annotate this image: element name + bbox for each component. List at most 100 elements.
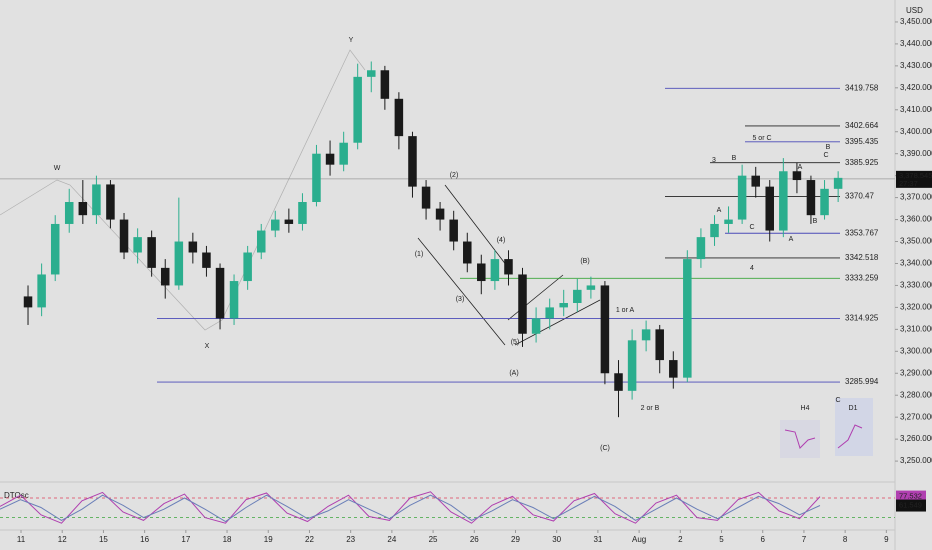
wave-label: (2): [450, 172, 459, 179]
wave-label: A: [798, 164, 803, 171]
oscillator-name: DTOsc: [4, 491, 29, 500]
x-tick-label: 9: [884, 535, 889, 544]
candle-body: [627, 340, 637, 391]
candle-body: [696, 237, 706, 260]
candle-body: [78, 202, 88, 216]
wave-label: 4: [750, 265, 754, 272]
osc-line: [0, 494, 821, 523]
candle-body: [641, 329, 651, 341]
wave-label: C: [749, 224, 754, 231]
osc-line: [0, 491, 821, 524]
x-tick-label: 5: [719, 535, 724, 544]
candle-body: [50, 223, 60, 275]
candle-body: [147, 237, 156, 268]
candle-body: [256, 230, 266, 253]
candle-body: [833, 177, 843, 189]
candle-body: [559, 303, 568, 308]
candle-body: [215, 267, 225, 319]
x-tick-label: 23: [346, 535, 355, 544]
x-tick-label: 16: [140, 535, 149, 544]
wave-label: C: [823, 152, 828, 159]
candle-body: [353, 76, 362, 143]
wave-label: W: [54, 165, 61, 172]
candle-body: [504, 259, 513, 275]
wave-label: 1 or A: [616, 307, 635, 314]
candle-body: [573, 289, 582, 304]
x-tick-label: 18: [223, 535, 232, 544]
level-label: 3395.435: [845, 137, 879, 146]
level-label: 3402.664: [845, 121, 879, 130]
y-tick-label: 3,340.000: [900, 259, 932, 268]
candle-body: [421, 186, 431, 209]
mini-h4-box: [780, 420, 820, 458]
y-tick-label: 3,330.000: [900, 281, 932, 290]
candle-body: [284, 219, 294, 224]
y-tick-label: 3,360.000: [900, 215, 932, 224]
candle-body: [655, 329, 664, 361]
candle-body: [92, 184, 101, 216]
level-label: 3342.518: [845, 253, 879, 262]
candle-body: [806, 180, 816, 216]
candle-body: [270, 219, 280, 231]
osc-value-label: 61.549: [899, 501, 922, 510]
candle-body: [37, 274, 46, 308]
y-tick-label: 3,410.000: [900, 105, 932, 114]
wave-label: H4: [801, 405, 810, 412]
candle-body: [449, 219, 458, 242]
wave-label: (3): [456, 296, 465, 303]
x-tick-label: 31: [593, 535, 602, 544]
candle-body: [669, 360, 678, 378]
candle-body: [518, 274, 527, 334]
x-tick-label: 6: [761, 535, 766, 544]
x-tick-label: 29: [511, 535, 520, 544]
candle-body: [737, 175, 747, 220]
wave-label: 5 or C: [752, 135, 771, 142]
candle-body: [710, 223, 719, 238]
level-label: 3314.925: [845, 314, 879, 323]
wave-label: X: [205, 343, 210, 350]
candle-body: [394, 98, 404, 137]
wave-label: (4): [497, 237, 506, 244]
channel-line: [417, 237, 506, 346]
channel-line: [444, 184, 511, 271]
y-tick-label: 3,320.000: [900, 303, 932, 312]
y-tick-label: 3,350.000: [900, 237, 932, 246]
candle-body: [188, 241, 198, 253]
x-tick-label: 19: [264, 535, 273, 544]
channel-line: [514, 299, 601, 346]
y-tick-label: 3,400.000: [900, 127, 932, 136]
candle-body: [751, 175, 760, 187]
y-tick-label: 3,270.000: [900, 412, 932, 421]
osc-value-box: [896, 499, 926, 512]
wxy-zigzag: [0, 49, 366, 331]
wave-label: (A): [509, 370, 518, 377]
candle-body: [586, 285, 596, 290]
candle-body: [614, 373, 623, 391]
candle-body: [600, 285, 610, 374]
x-tick-label: 15: [99, 535, 108, 544]
currency: USD: [906, 6, 923, 15]
x-tick-label: 8: [843, 535, 848, 544]
candle-body: [683, 259, 692, 378]
candle-body: [339, 142, 348, 165]
candle-body: [531, 318, 541, 334]
candle-body: [380, 70, 390, 99]
y-tick-label: 3,420.000: [900, 83, 932, 92]
wave-label: B: [826, 144, 831, 151]
candle-body: [325, 153, 335, 165]
candle-body: [174, 241, 184, 286]
candle-body: [765, 186, 774, 231]
wave-label: Y: [349, 37, 354, 44]
x-tick-label: 30: [552, 535, 561, 544]
level-label: 3353.767: [845, 228, 879, 237]
wave-label: C: [835, 397, 840, 404]
y-tick-label: 3,450.000: [900, 17, 932, 26]
x-tick-label: 26: [470, 535, 479, 544]
y-tick-label: 3,440.000: [900, 39, 932, 48]
y-tick-label: 3,390.000: [900, 149, 932, 158]
candle-body: [779, 171, 788, 231]
candle-body: [545, 307, 554, 319]
candle-body: [312, 153, 321, 203]
